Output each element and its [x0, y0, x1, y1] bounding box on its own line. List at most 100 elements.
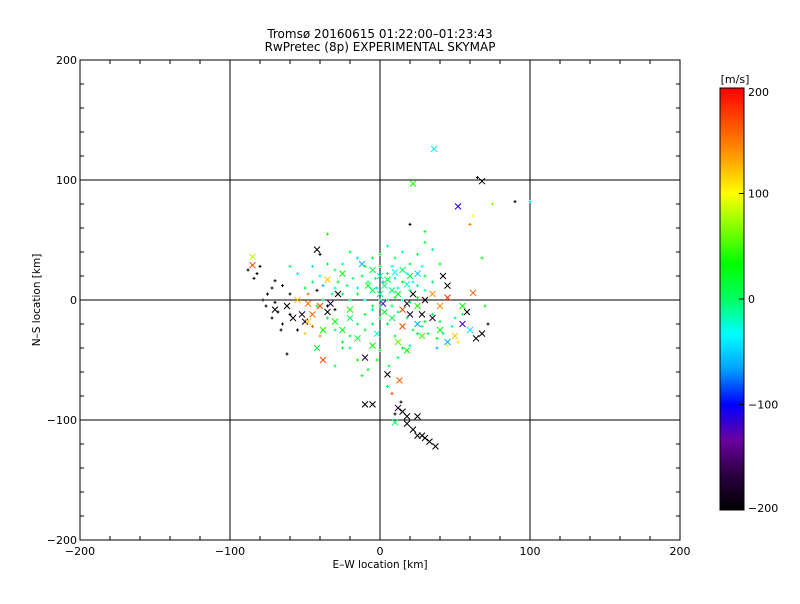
echo-point-plus	[374, 276, 377, 280]
echo-point-x	[298, 311, 306, 318]
echo-point-x	[381, 282, 388, 289]
echo-point-x	[403, 281, 411, 288]
y-tick-label: −200	[47, 534, 77, 547]
echo-point-x	[394, 290, 402, 298]
echo-point-x	[396, 377, 403, 384]
echo-point-plus	[255, 272, 259, 276]
echo-point-x	[426, 438, 433, 445]
echo-point-plus	[378, 304, 382, 308]
echo-point-plus	[341, 340, 344, 344]
echo-point-x	[331, 318, 339, 325]
echo-point-plus	[393, 296, 397, 300]
echo-point-plus	[326, 316, 329, 320]
echo-point-plus	[378, 264, 382, 268]
echo-point-plus	[348, 346, 352, 350]
echo-point-plus	[401, 250, 404, 254]
echo-point-x	[466, 326, 474, 334]
echo-point-plus	[311, 264, 314, 268]
echo-point-x	[414, 413, 421, 420]
echo-point-plus	[438, 320, 442, 324]
echo-point-x	[399, 323, 406, 330]
echo-point-plus	[446, 344, 449, 348]
echo-point-plus	[396, 310, 400, 314]
echo-point-plus	[513, 200, 517, 204]
echo-point-plus	[296, 328, 299, 332]
echo-point-plus	[318, 274, 322, 278]
echo-point-x	[381, 308, 388, 316]
echo-point-plus	[356, 292, 359, 296]
echo-point-x	[451, 332, 459, 340]
echo-point-x	[324, 308, 331, 316]
echo-point-plus	[408, 300, 412, 304]
echo-point-plus	[435, 336, 439, 340]
echo-point-plus	[363, 312, 367, 316]
echo-point-x	[294, 296, 301, 304]
echo-point-plus	[246, 268, 250, 272]
echo-point-plus	[261, 298, 265, 302]
colorbar-ticks: 200 100 0 −100 −200	[739, 86, 778, 515]
echo-point-x	[309, 311, 316, 318]
echo-point-x	[444, 294, 451, 301]
echo-point-x	[289, 314, 297, 322]
echo-point-plus	[315, 304, 319, 308]
echo-point-x	[384, 276, 391, 283]
colorbar-tick-label: −100	[748, 399, 778, 412]
echo-point-plus	[360, 274, 364, 278]
echo-point-plus	[411, 328, 415, 332]
echo-point-x	[430, 145, 438, 153]
echo-point-x	[399, 266, 406, 274]
echo-point-x	[418, 311, 426, 318]
echo-point-plus	[356, 358, 359, 362]
echo-point-plus	[438, 262, 442, 266]
echo-point-plus	[326, 232, 329, 236]
echo-point-plus	[375, 358, 379, 362]
y-axis-label: N–S location [km]	[31, 254, 43, 347]
echo-point-plus	[441, 332, 445, 336]
echo-point-plus	[326, 262, 329, 266]
echo-point-x	[346, 306, 354, 313]
echo-point-plus	[363, 328, 367, 332]
echo-point-plus	[375, 286, 379, 290]
echo-point-plus	[311, 324, 314, 328]
echo-point-plus	[471, 214, 475, 218]
echo-point-plus	[408, 222, 412, 226]
echo-point-plus	[390, 392, 394, 396]
echo-point-plus	[296, 272, 299, 276]
echo-point-plus	[386, 322, 389, 326]
echo-point-plus	[371, 308, 374, 312]
echo-point-x	[478, 330, 486, 337]
echo-point-plus	[348, 250, 352, 254]
echo-point-plus	[435, 346, 439, 350]
echo-point-x	[403, 347, 411, 354]
echo-point-x	[454, 203, 462, 210]
echo-point-x	[444, 338, 451, 346]
echo-point-plus	[401, 298, 404, 302]
echo-point-plus	[386, 298, 389, 302]
echo-point-plus	[408, 262, 412, 266]
echo-point-plus	[252, 276, 256, 280]
echo-point-x	[376, 272, 384, 280]
echo-point-x	[319, 356, 327, 364]
echo-point-plus	[393, 276, 397, 280]
echo-point-plus	[288, 292, 292, 296]
echo-point-plus	[378, 252, 382, 256]
echo-point-x	[439, 272, 447, 280]
y-tick-label: −100	[47, 414, 77, 427]
echo-point-plus	[348, 334, 352, 338]
echo-point-plus	[371, 256, 374, 260]
echo-point-x	[414, 320, 421, 328]
echo-point-x	[429, 314, 436, 322]
echo-point-plus	[356, 322, 359, 326]
echo-point-plus	[468, 222, 472, 226]
colorbar: [m/s] 200 100 0 −100 −200	[719, 73, 778, 515]
colorbar-tick-label: 100	[748, 188, 769, 201]
echo-point-plus	[273, 279, 277, 283]
echo-point-x	[376, 290, 384, 298]
echo-point-x	[346, 314, 354, 322]
echo-point-plus	[396, 286, 400, 290]
echo-point-x	[418, 332, 426, 340]
echo-point-plus	[386, 244, 389, 248]
echo-point-plus	[399, 400, 403, 404]
echo-point-plus	[405, 272, 409, 276]
